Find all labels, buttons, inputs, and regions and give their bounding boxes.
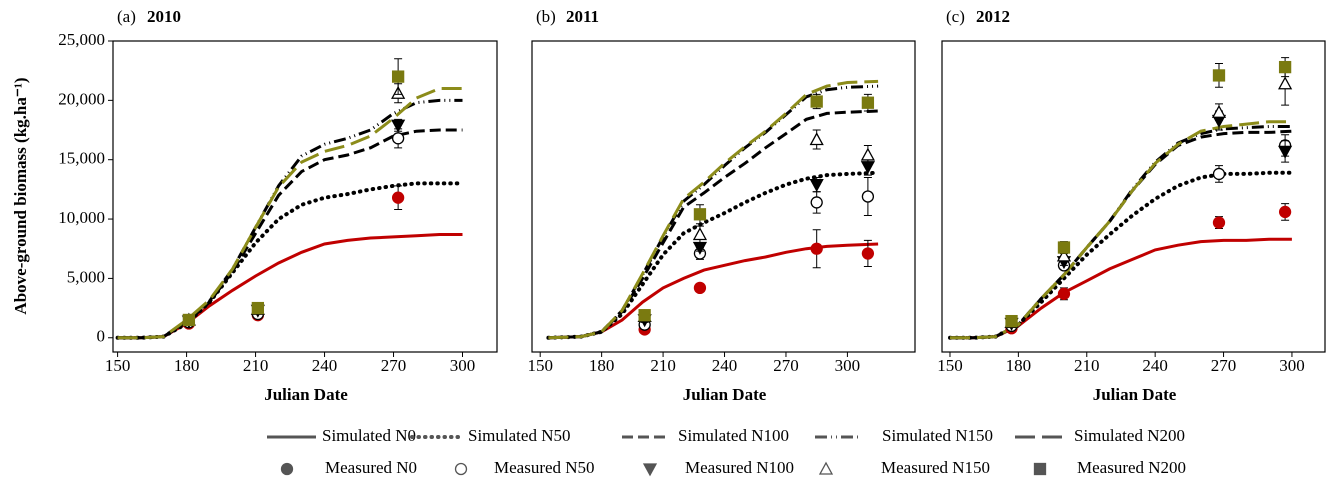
marker bbox=[809, 132, 824, 146]
x-tick-label: 210 bbox=[650, 356, 676, 375]
legend-marker bbox=[280, 462, 294, 476]
marker bbox=[1057, 287, 1071, 300]
sim-line bbox=[950, 237, 1292, 340]
plot-frame bbox=[112, 40, 498, 353]
x-tick-label: 180 bbox=[1006, 356, 1032, 375]
legend-marker bbox=[1033, 462, 1047, 476]
y-tick-label: 25,000 bbox=[58, 30, 105, 49]
x-tick-label: 270 bbox=[773, 356, 799, 375]
sim-line bbox=[548, 109, 879, 340]
x-tick-label: 300 bbox=[1279, 356, 1305, 375]
marker bbox=[1211, 104, 1227, 118]
marker bbox=[251, 301, 265, 315]
chart-title: 2012 bbox=[976, 7, 1010, 26]
plot-frame bbox=[941, 40, 1326, 353]
marker bbox=[1212, 216, 1226, 229]
marker bbox=[1212, 69, 1226, 82]
x-tick-label: 300 bbox=[450, 356, 476, 375]
sim-line bbox=[950, 125, 1292, 340]
x-tick-label: 180 bbox=[174, 356, 200, 375]
marker bbox=[1005, 314, 1018, 328]
marker bbox=[810, 95, 823, 108]
plot-frame bbox=[531, 40, 916, 353]
x-tick-label: 210 bbox=[243, 356, 269, 375]
legend-label: Simulated N50 bbox=[468, 426, 570, 445]
marker bbox=[1212, 167, 1226, 181]
legend-label: Simulated N150 bbox=[882, 426, 993, 445]
legend-label: Measured N50 bbox=[494, 458, 595, 477]
marker bbox=[1057, 241, 1071, 254]
marker bbox=[693, 281, 707, 295]
marker bbox=[810, 196, 823, 209]
legend-label: Measured N0 bbox=[325, 458, 417, 477]
legend-label: Measured N100 bbox=[685, 458, 794, 477]
x-axis-label: Julian Date bbox=[264, 385, 348, 404]
legend-marker bbox=[454, 462, 468, 476]
sim-line bbox=[117, 87, 463, 340]
marker bbox=[1278, 76, 1293, 90]
panel-label: (a) bbox=[117, 7, 136, 26]
y-axis-label: Above-ground biomass (kg.ha⁻¹) bbox=[11, 77, 30, 314]
y-tick-label: 10,000 bbox=[58, 208, 105, 227]
panel-label: (b) bbox=[536, 7, 556, 26]
marker bbox=[861, 96, 875, 109]
marker bbox=[391, 191, 405, 204]
sim-line bbox=[115, 181, 465, 340]
x-tick-label: 150 bbox=[937, 356, 963, 375]
x-tick-label: 150 bbox=[527, 356, 553, 375]
marker bbox=[693, 208, 707, 221]
x-tick-label: 270 bbox=[1211, 356, 1237, 375]
marker bbox=[638, 309, 651, 322]
marker bbox=[1278, 205, 1292, 219]
legend-label: Simulated N0 bbox=[322, 426, 416, 445]
sim-line bbox=[548, 79, 879, 340]
marker bbox=[391, 119, 406, 133]
x-tick-label: 240 bbox=[1142, 356, 1168, 375]
marker bbox=[1278, 60, 1292, 74]
chart-title: 2011 bbox=[566, 7, 599, 26]
sim-line bbox=[950, 120, 1292, 340]
legend-marker bbox=[818, 461, 834, 475]
marker bbox=[860, 147, 875, 161]
marker bbox=[861, 190, 875, 203]
x-tick-label: 150 bbox=[105, 356, 131, 375]
marker bbox=[182, 313, 196, 327]
legend-marker bbox=[642, 463, 658, 477]
marker bbox=[1278, 145, 1293, 159]
x-tick-label: 240 bbox=[312, 356, 338, 375]
legend-label: Measured N200 bbox=[1077, 458, 1186, 477]
x-tick-label: 240 bbox=[712, 356, 738, 375]
y-tick-label: 20,000 bbox=[58, 89, 105, 108]
panel-label: (c) bbox=[946, 7, 965, 26]
legend-label: Simulated N100 bbox=[678, 426, 789, 445]
legend-label: Simulated N200 bbox=[1074, 426, 1185, 445]
marker bbox=[1056, 248, 1072, 262]
sim-line bbox=[948, 170, 1294, 340]
sim-line bbox=[117, 128, 463, 340]
marker bbox=[692, 227, 708, 241]
sim-line bbox=[117, 233, 463, 340]
sim-line bbox=[950, 129, 1292, 340]
y-tick-label: 5,000 bbox=[67, 267, 105, 286]
y-tick-label: 15,000 bbox=[58, 149, 105, 168]
x-tick-label: 210 bbox=[1074, 356, 1100, 375]
x-axis-label: Julian Date bbox=[683, 385, 767, 404]
marker bbox=[810, 242, 823, 255]
y-tick-label: 0 bbox=[97, 327, 106, 346]
marker bbox=[391, 70, 405, 83]
sim-line bbox=[548, 84, 879, 340]
sim-line bbox=[548, 242, 879, 340]
sim-line bbox=[546, 170, 881, 340]
chart-title: 2010 bbox=[147, 7, 181, 26]
x-tick-label: 270 bbox=[381, 356, 407, 375]
marker bbox=[861, 247, 875, 260]
x-tick-label: 300 bbox=[835, 356, 861, 375]
x-axis-label: Julian Date bbox=[1093, 385, 1177, 404]
sim-line bbox=[117, 98, 463, 340]
legend-label: Measured N150 bbox=[881, 458, 990, 477]
marker bbox=[809, 178, 824, 192]
x-tick-label: 180 bbox=[589, 356, 615, 375]
marker bbox=[391, 132, 405, 145]
